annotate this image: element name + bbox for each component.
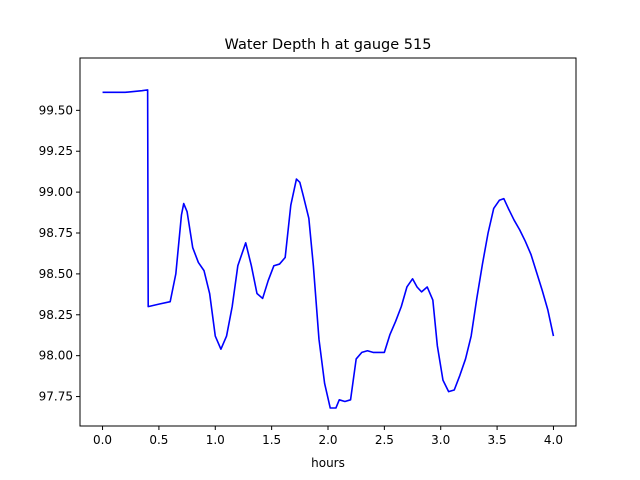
x-tick-label: 2.0 xyxy=(318,433,337,447)
y-tick-label: 98.75 xyxy=(39,226,73,240)
x-axis-label: hours xyxy=(311,456,345,470)
y-tick-label: 98.50 xyxy=(39,267,73,281)
x-tick-label: 0.5 xyxy=(149,433,168,447)
x-tick-label: 2.5 xyxy=(375,433,394,447)
y-tick-label: 97.75 xyxy=(39,390,73,404)
x-tick-label: 1.0 xyxy=(206,433,225,447)
x-tick-label: 4.0 xyxy=(544,433,563,447)
plot-frame xyxy=(79,57,577,427)
y-tick-label: 98.25 xyxy=(39,308,73,322)
y-tick-label: 99.50 xyxy=(39,103,73,117)
x-tick-label: 0.0 xyxy=(93,433,112,447)
y-axis-ticks: 97.75 98.00 98.25 98.50 98.75 99.00 99.25 99.50 xyxy=(39,103,80,404)
x-tick-label: 1.5 xyxy=(262,433,281,447)
y-tick-label: 98.00 xyxy=(39,349,73,363)
plot-area xyxy=(102,89,555,409)
y-tick-label: 99.00 xyxy=(39,185,73,199)
x-tick-label: 3.0 xyxy=(431,433,450,447)
y-tick-label: 99.25 xyxy=(39,144,73,158)
series-line-0 xyxy=(102,89,555,409)
x-axis-ticks: 0.0 0.5 1.0 1.5 2.0 2.5 3.0 3.5 4.0 xyxy=(93,426,563,447)
chart-title: Water Depth h at gauge 515 xyxy=(225,37,432,53)
x-tick-label: 3.5 xyxy=(488,433,507,447)
